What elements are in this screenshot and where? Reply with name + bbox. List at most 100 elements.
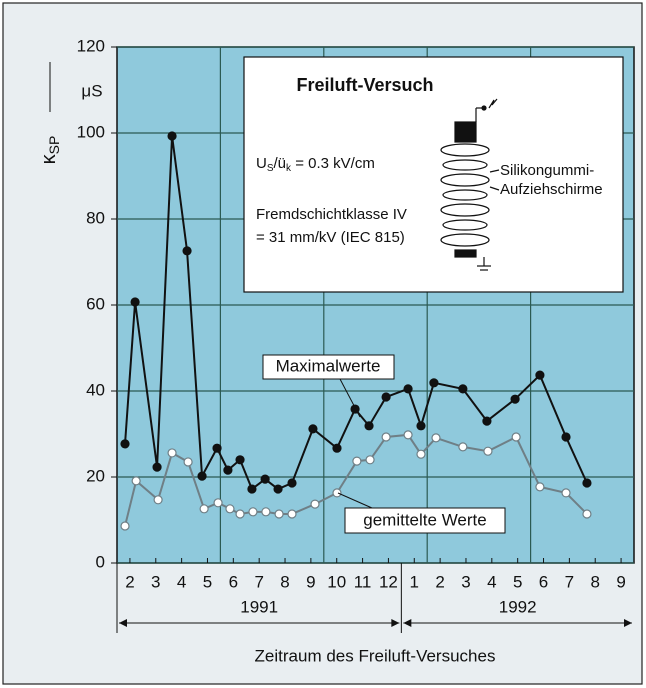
data-point — [561, 488, 571, 498]
y-tick-label: 0 — [96, 552, 105, 571]
data-point — [458, 442, 468, 452]
x-tick-label: 4 — [177, 572, 186, 591]
formula-part: /ü — [274, 155, 287, 172]
year-label: 1991 — [240, 597, 278, 616]
x-tick-label: 5 — [513, 572, 522, 591]
insulator-label: Aufziehschirme — [500, 181, 603, 198]
data-point — [332, 488, 342, 498]
data-point — [197, 471, 207, 481]
y-tick-label: 120 — [77, 36, 105, 55]
callout-box — [262, 354, 395, 380]
y-axis-label: κSP — [38, 136, 61, 165]
x-tick-label: 9 — [616, 572, 625, 591]
data-point — [403, 430, 413, 440]
inset-formula: US/ük = 0.3 kV/cm — [256, 155, 375, 174]
data-point — [381, 432, 391, 442]
data-point — [183, 457, 193, 467]
inset-text: = 31 mm/kV (IEC 815) — [256, 229, 405, 246]
x-tick-label: 8 — [590, 572, 599, 591]
data-point — [431, 433, 441, 443]
x-tick-label: 9 — [306, 572, 315, 591]
arrow-head — [391, 619, 400, 627]
data-point — [120, 521, 130, 531]
data-point — [213, 498, 223, 508]
y-tick-label: 40 — [86, 380, 105, 399]
data-point — [261, 507, 271, 517]
data-point — [167, 448, 177, 458]
data-point — [182, 246, 192, 256]
y-tick-label: 100 — [77, 122, 105, 141]
formula-sub: S — [267, 163, 274, 174]
data-point — [152, 462, 162, 472]
x-tick-label: 1 — [410, 572, 419, 591]
data-point — [582, 478, 592, 488]
data-point — [352, 456, 362, 466]
series-label: gemittelte Werte — [363, 510, 486, 529]
x-tick-label: 11 — [354, 572, 372, 591]
y-unit: μS — [81, 81, 102, 100]
data-point — [458, 384, 468, 394]
y-subscript: SP — [46, 136, 62, 155]
arrow-head — [624, 619, 632, 627]
x-tick-label: 8 — [280, 572, 289, 591]
data-point — [310, 499, 320, 509]
x-tick-label: 6 — [229, 572, 238, 591]
arrow-head — [119, 619, 127, 627]
series-group — [120, 131, 592, 531]
data-point — [274, 509, 284, 519]
data-point — [273, 484, 283, 494]
x-tick-label: 10 — [327, 572, 346, 591]
data-point — [260, 474, 270, 484]
x-tick-label: 12 — [379, 572, 398, 591]
inset-text: Fremdschichtklasse IV — [256, 206, 407, 223]
insulator-icon — [440, 98, 500, 271]
data-point — [120, 439, 130, 449]
x-axis-label: Zeitraum des Freiluft-Versuches — [255, 646, 496, 665]
data-point — [247, 484, 257, 494]
data-point — [235, 509, 245, 519]
data-point — [350, 404, 360, 414]
data-point — [131, 476, 141, 486]
data-point — [403, 384, 413, 394]
data-point — [535, 370, 545, 380]
data-point — [429, 378, 439, 388]
y-symbol: κ — [38, 153, 60, 164]
data-point — [287, 478, 297, 488]
y-tick-label: 20 — [86, 466, 105, 485]
formula-sub: k — [286, 163, 292, 174]
data-point — [223, 465, 233, 475]
callout-box — [344, 507, 506, 534]
data-point — [308, 424, 318, 434]
data-point — [225, 504, 235, 514]
data-point — [235, 455, 245, 465]
data-point — [332, 443, 342, 453]
data-point — [416, 421, 426, 431]
data-point — [561, 432, 571, 442]
data-point — [482, 416, 492, 426]
data-point — [483, 446, 493, 456]
x-tick-label: 7 — [254, 572, 263, 591]
arrow-head — [403, 619, 412, 627]
x-tick-label: 6 — [539, 572, 548, 591]
data-point — [199, 504, 209, 514]
x-tick-label: 7 — [565, 572, 574, 591]
formula-part: = 0.3 kV/cm — [291, 155, 375, 172]
year-label: 1992 — [499, 597, 537, 616]
data-point — [153, 495, 163, 505]
data-point — [130, 297, 140, 307]
data-point — [416, 449, 426, 459]
x-tick-label: 5 — [203, 572, 212, 591]
y-tick-label: 80 — [86, 208, 105, 227]
inset-title: Freiluft-Versuch — [296, 75, 433, 95]
data-point — [287, 509, 297, 519]
data-point — [365, 455, 375, 465]
data-point — [381, 392, 391, 402]
data-point — [212, 443, 222, 453]
y-tick-label: 60 — [86, 294, 105, 313]
data-point — [364, 421, 374, 431]
formula-part: U — [256, 155, 267, 172]
data-point — [535, 482, 545, 492]
x-tick-label: 2 — [125, 572, 134, 591]
x-tick-label: 3 — [461, 572, 470, 591]
